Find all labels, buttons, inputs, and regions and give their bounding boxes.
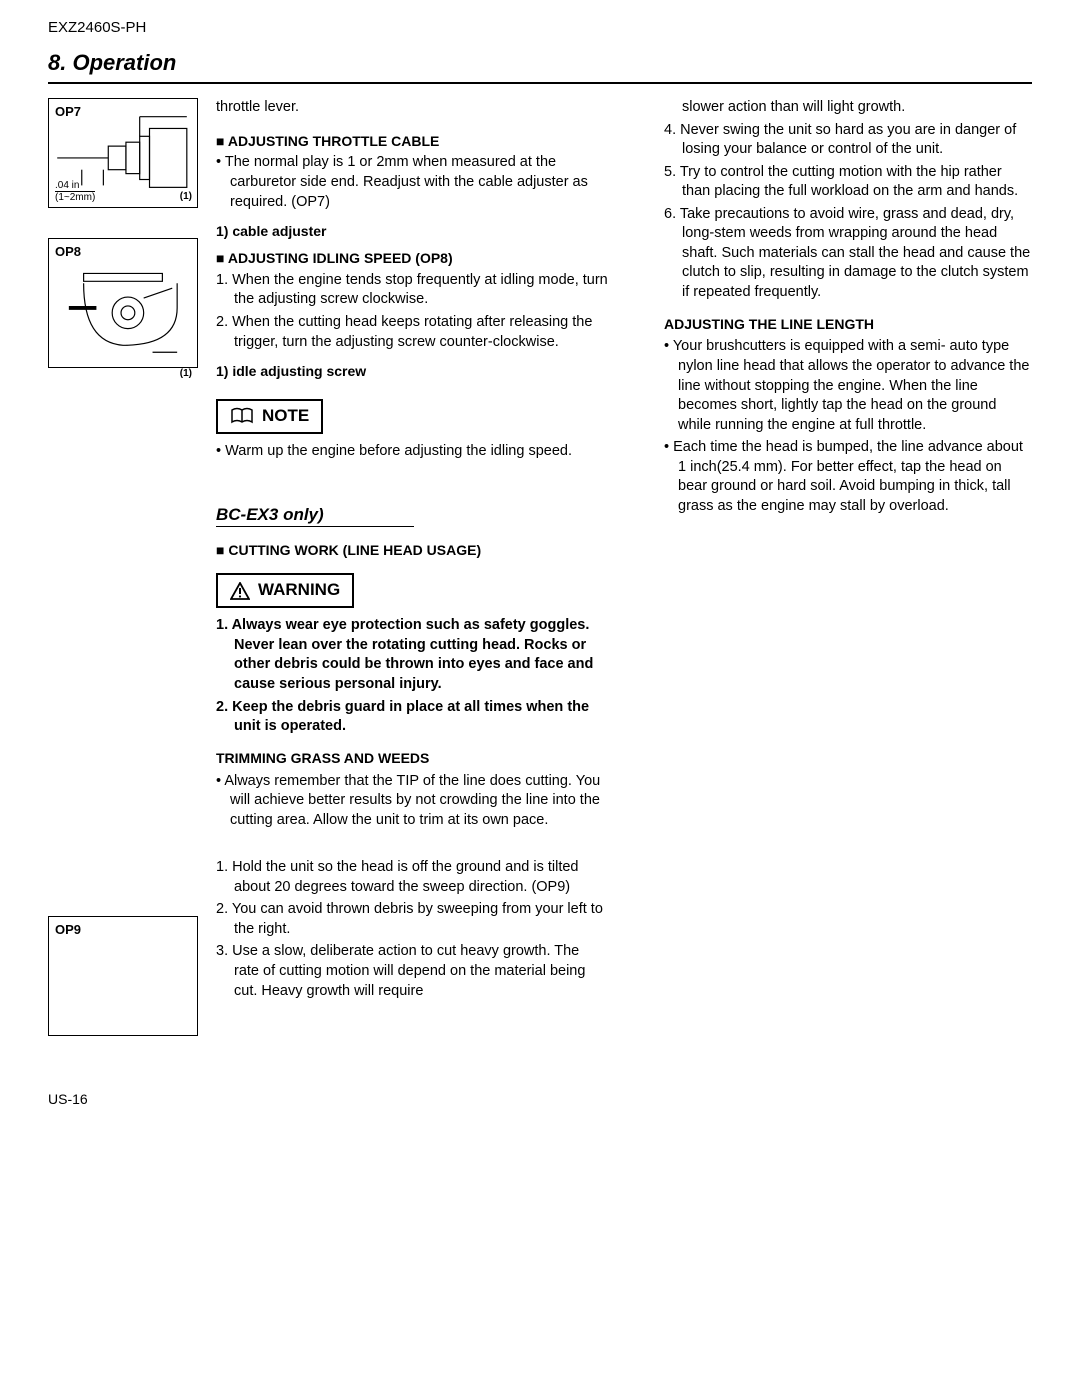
idle-screw-label: 1) idle adjusting screw	[216, 362, 608, 381]
fig-op7-label: OP7	[55, 103, 81, 121]
middle-text-column: throttle lever. ADJUSTING THROTTLE CABLE…	[216, 98, 608, 1054]
trim-step-5: 5. Try to control the cutting motion wit…	[664, 163, 1032, 202]
trim-step-1: 1. Hold the unit so the head is off the …	[216, 858, 608, 897]
section-title: 8. Operation	[48, 48, 1032, 84]
page-number: US-16	[48, 1090, 1032, 1109]
h-line-length: ADJUSTING THE LINE LENGTH	[664, 315, 1032, 334]
fig-op8-label: OP8	[55, 243, 81, 261]
fig-op7-note2: (1~2mm)	[55, 191, 95, 203]
trim-body: Always remember that the TIP of the line…	[216, 772, 608, 831]
fig-op7-note1: .04 in	[55, 180, 95, 191]
model-code: EXZ2460S-PH	[48, 18, 1032, 38]
warning-box: WARNING	[216, 573, 354, 608]
fig-op9-label: OP9	[55, 921, 81, 939]
h-cutting-work: CUTTING WORK (LINE HEAD USAGE)	[216, 541, 608, 560]
h-idle-speed: ADJUSTING IDLING SPEED (OP8)	[216, 249, 608, 268]
throttle-body: The normal play is 1 or 2mm when measure…	[216, 153, 608, 212]
h-throttle-cable: ADJUSTING THROTTLE CABLE	[216, 132, 608, 151]
figure-op8: OP8 (1)	[48, 238, 198, 368]
line-body-2: Each time the head is bumped, the line a…	[664, 438, 1032, 516]
book-icon	[230, 407, 254, 425]
figure-op9: OP9	[48, 916, 198, 1036]
trim-step-6: 6. Take precautions to avoid wire, grass…	[664, 205, 1032, 303]
fig-op7-callout: (1)	[180, 190, 192, 204]
warning-label: WARNING	[258, 579, 340, 602]
trim-step-3: 3. Use a slow, deliberate action to cut …	[216, 942, 608, 1001]
throttle-lever-cont: throttle lever.	[216, 98, 608, 118]
fig-op7-note: .04 in (1~2mm)	[55, 180, 95, 203]
idle-step-2: 2. When the cutting head keeps rotating …	[216, 313, 608, 352]
line-body-1: Your brushcutters is equipped with a sem…	[664, 337, 1032, 435]
note-body: Warm up the engine before adjusting the …	[216, 442, 608, 462]
figure-op7: OP7 .04 in (1~	[48, 98, 198, 208]
note-label: NOTE	[262, 405, 309, 428]
h-trimming: TRIMMING GRASS AND WEEDS	[216, 749, 608, 768]
warning-triangle-icon	[230, 582, 250, 600]
trim-step-4: 4. Never swing the unit so hard as you a…	[664, 121, 1032, 160]
note-box: NOTE	[216, 399, 323, 434]
fig-op8-callout: (1)	[180, 367, 192, 381]
idle-step-1: 1. When the engine tends stop frequently…	[216, 271, 608, 310]
warn-1: 1. Always wear eye protection such as sa…	[216, 616, 608, 694]
warn-2: 2. Keep the debris guard in place at all…	[216, 698, 608, 737]
right-text-column: slower action than will light growth. 4.…	[664, 98, 1032, 1054]
cable-adjuster-label: 1) cable adjuster	[216, 222, 608, 241]
trim-step-2: 2. You can avoid thrown debris by sweepi…	[216, 900, 608, 939]
figure-column: OP7 .04 in (1~	[48, 98, 198, 1054]
sub-model-heading: BC-EX3 only)	[216, 504, 414, 528]
trim-cont-3: slower action than will light growth.	[664, 98, 1032, 118]
